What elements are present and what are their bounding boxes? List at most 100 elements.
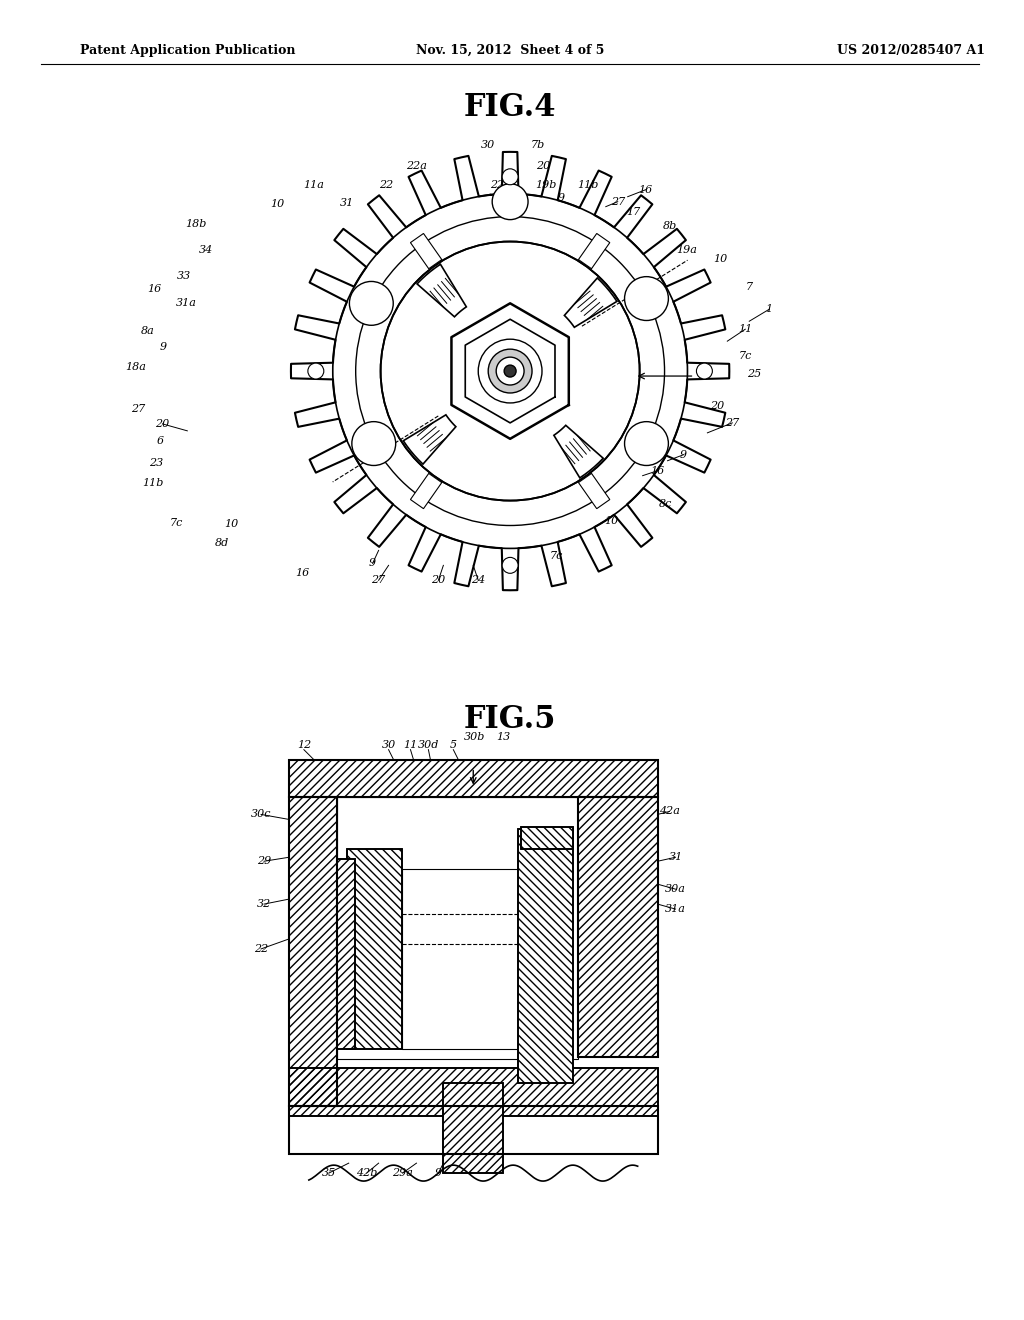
Text: 31: 31 (669, 853, 683, 862)
Text: 24: 24 (471, 576, 485, 585)
Text: 18a: 18a (125, 362, 146, 372)
Text: 10: 10 (270, 199, 284, 209)
Bar (289, 1068, 657, 1117)
Bar (443, 1084, 503, 1173)
Text: 27: 27 (610, 197, 625, 207)
Text: FIG.4: FIG.4 (464, 91, 556, 123)
Text: 19b: 19b (536, 180, 557, 190)
Text: FIG.5: FIG.5 (464, 705, 556, 735)
Text: 20: 20 (536, 161, 550, 170)
Text: 30: 30 (481, 140, 496, 150)
Text: 11: 11 (738, 325, 753, 334)
Polygon shape (554, 425, 603, 478)
Text: 30b: 30b (464, 731, 485, 742)
Polygon shape (403, 414, 456, 465)
Text: US 2012/0285407 A1: US 2012/0285407 A1 (837, 44, 985, 57)
Bar (289, 1106, 657, 1154)
Polygon shape (564, 279, 616, 327)
Text: 22b: 22b (490, 180, 512, 190)
Bar (578, 797, 657, 1056)
Bar (518, 829, 572, 1084)
Text: 19a: 19a (676, 244, 697, 255)
Text: 31a: 31a (176, 298, 197, 309)
Text: 42a: 42a (659, 807, 680, 817)
Circle shape (502, 169, 518, 185)
Polygon shape (411, 474, 441, 508)
Text: 20: 20 (431, 576, 445, 585)
Text: 27: 27 (372, 576, 386, 585)
Text: 31: 31 (340, 198, 354, 207)
Bar (578, 797, 657, 1056)
Polygon shape (411, 234, 441, 269)
Text: 16: 16 (650, 466, 665, 475)
Text: 16: 16 (639, 185, 652, 195)
Text: 7c: 7c (170, 517, 183, 528)
Text: 23: 23 (150, 458, 164, 467)
Bar (521, 828, 572, 849)
Text: 20: 20 (156, 418, 170, 429)
Circle shape (308, 363, 324, 379)
Text: 8d: 8d (215, 539, 229, 548)
Bar (289, 797, 337, 1106)
Text: 30a: 30a (665, 884, 686, 894)
Text: 25: 25 (748, 370, 762, 379)
Bar (289, 759, 657, 797)
Bar (289, 759, 657, 797)
Text: 30d: 30d (418, 739, 439, 750)
Bar (289, 797, 337, 1106)
Bar (289, 1068, 657, 1117)
Text: 22: 22 (254, 944, 268, 954)
Polygon shape (579, 474, 610, 508)
Text: 17: 17 (627, 207, 641, 216)
Circle shape (488, 350, 532, 393)
Text: 10: 10 (224, 519, 239, 528)
Bar (337, 859, 354, 1048)
Text: 1: 1 (766, 305, 773, 314)
Text: 20: 20 (711, 401, 725, 411)
Bar (518, 829, 572, 1084)
Text: 11a: 11a (303, 180, 325, 190)
Text: 9: 9 (557, 193, 564, 203)
Text: 32: 32 (257, 899, 271, 909)
Text: 22a: 22a (407, 161, 427, 170)
Text: 13: 13 (496, 731, 510, 742)
Bar (443, 1084, 503, 1173)
Text: 8a: 8a (140, 326, 155, 337)
Text: 10: 10 (714, 255, 727, 264)
Text: 29: 29 (257, 857, 271, 866)
Text: 30c: 30c (251, 809, 271, 820)
Text: 9: 9 (435, 1168, 442, 1179)
Text: 7c: 7c (738, 351, 752, 362)
Circle shape (349, 281, 393, 325)
Text: 35: 35 (322, 1168, 336, 1179)
Circle shape (497, 358, 524, 385)
Bar (521, 828, 572, 849)
Circle shape (502, 557, 518, 573)
Text: 8b: 8b (663, 220, 677, 231)
Text: 16: 16 (147, 284, 162, 294)
Circle shape (478, 339, 542, 403)
Text: 33: 33 (177, 272, 191, 281)
Text: 42b: 42b (356, 1168, 377, 1179)
Text: 11: 11 (403, 739, 418, 750)
Text: Nov. 15, 2012  Sheet 4 of 5: Nov. 15, 2012 Sheet 4 of 5 (416, 44, 604, 57)
Polygon shape (579, 234, 610, 269)
Bar (578, 797, 657, 1056)
Circle shape (625, 421, 669, 466)
Text: 16: 16 (295, 569, 309, 578)
Bar (347, 849, 401, 1048)
Text: 9: 9 (369, 558, 376, 569)
Text: 7b: 7b (530, 140, 545, 150)
Bar (401, 870, 518, 1048)
Text: Patent Application Publication: Patent Application Publication (80, 44, 295, 57)
Text: 29a: 29a (392, 1168, 413, 1179)
Text: 6: 6 (157, 436, 164, 446)
Text: 7: 7 (745, 282, 753, 292)
Text: 11b: 11b (141, 478, 163, 487)
Circle shape (504, 366, 516, 378)
Circle shape (493, 183, 528, 219)
Text: 27: 27 (131, 404, 145, 414)
Text: 31a: 31a (665, 904, 686, 913)
Text: 30: 30 (382, 739, 395, 750)
Circle shape (696, 363, 713, 379)
